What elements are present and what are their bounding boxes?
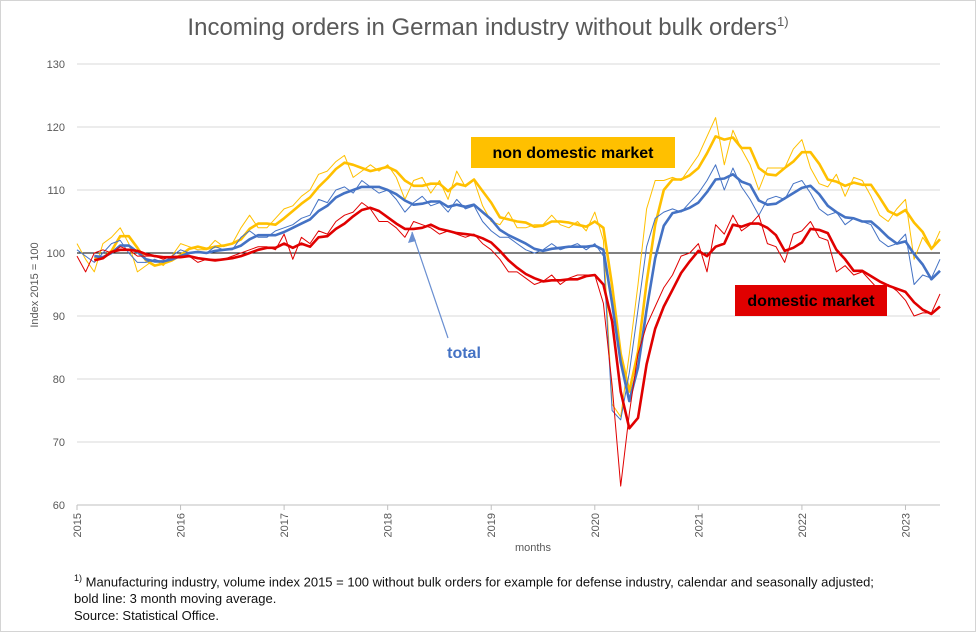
y-tick-label: 70 xyxy=(53,437,65,449)
y-tick-label: 80 xyxy=(53,374,65,386)
x-tick-label: 2023 xyxy=(900,513,912,537)
x-tick-label: 2021 xyxy=(693,513,705,537)
callout-domestic-label: domestic market xyxy=(747,293,875,310)
footnote-mark: 1) xyxy=(74,573,83,583)
gridlines xyxy=(77,63,940,506)
callout-non-domestic: non domestic market xyxy=(471,137,675,168)
y-tick-label: 100 xyxy=(47,248,65,260)
series-line-total xyxy=(76,164,941,421)
chart-title-text: Incoming orders in German industry witho… xyxy=(187,14,778,41)
x-axis-ticks: 2015 2016 2017 2018 2019 2020 2021 2022 2023 xyxy=(72,504,940,537)
series-moving-average-domestic-market xyxy=(93,206,941,430)
callout-non-domestic-label: non domestic market xyxy=(493,145,655,162)
callout-non-domestic-box xyxy=(471,137,675,168)
callout-total-arrowhead xyxy=(408,232,416,243)
callout-domestic-box xyxy=(735,285,887,316)
series-line-non-domestic-market xyxy=(76,117,941,418)
y-tick-label: 60 xyxy=(53,500,65,512)
y-tick-label: 130 xyxy=(47,59,65,71)
series-moving-average-total xyxy=(94,173,941,403)
chart-title-footnote-mark: 1) xyxy=(777,14,789,29)
y-axis-label: Index 2015 = 100 xyxy=(29,242,41,327)
series-layer xyxy=(76,117,941,487)
series-moving-average-non-domestic-market xyxy=(94,135,941,393)
x-tick-label: 2016 xyxy=(176,513,188,537)
chart-title: Incoming orders in German industry witho… xyxy=(0,14,976,42)
footnote-text-1: Manufacturing industry, volume index 201… xyxy=(82,574,874,590)
x-tick-label: 2017 xyxy=(279,513,291,537)
callout-total-arrow-line xyxy=(411,231,449,339)
footnote: 1) Manufacturing industry, volume index … xyxy=(74,570,874,624)
footnote-line-2: bold line: 3 month moving average. xyxy=(74,591,277,607)
y-tick-label: 120 xyxy=(47,122,65,134)
x-tick-label: 2020 xyxy=(590,513,602,537)
footnote-line-3: Source: Statistical Office. xyxy=(74,608,219,624)
callout-domestic: domestic market xyxy=(735,285,887,316)
x-tick-label: 2022 xyxy=(797,513,809,537)
y-axis-ticks: 60 70 80 90 100 110 120 130 xyxy=(47,59,65,512)
x-axis-label: months xyxy=(515,542,552,554)
x-tick-label: 2015 xyxy=(72,513,84,537)
y-tick-label: 110 xyxy=(47,185,65,197)
callout-total: total xyxy=(408,231,481,362)
footnote-line-1: 1) Manufacturing industry, volume index … xyxy=(74,570,874,590)
callout-total-label: total xyxy=(447,345,481,362)
y-tick-label: 90 xyxy=(53,311,65,323)
x-tick-label: 2019 xyxy=(486,513,498,537)
series-line-domestic-market xyxy=(76,202,941,487)
x-tick-label: 2018 xyxy=(383,513,395,537)
